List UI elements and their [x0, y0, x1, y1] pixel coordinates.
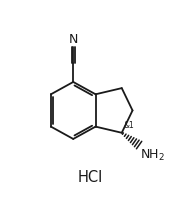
Text: N: N: [68, 33, 78, 46]
Text: &1: &1: [123, 121, 134, 130]
Text: NH$_2$: NH$_2$: [140, 147, 165, 162]
Text: HCl: HCl: [78, 170, 103, 185]
